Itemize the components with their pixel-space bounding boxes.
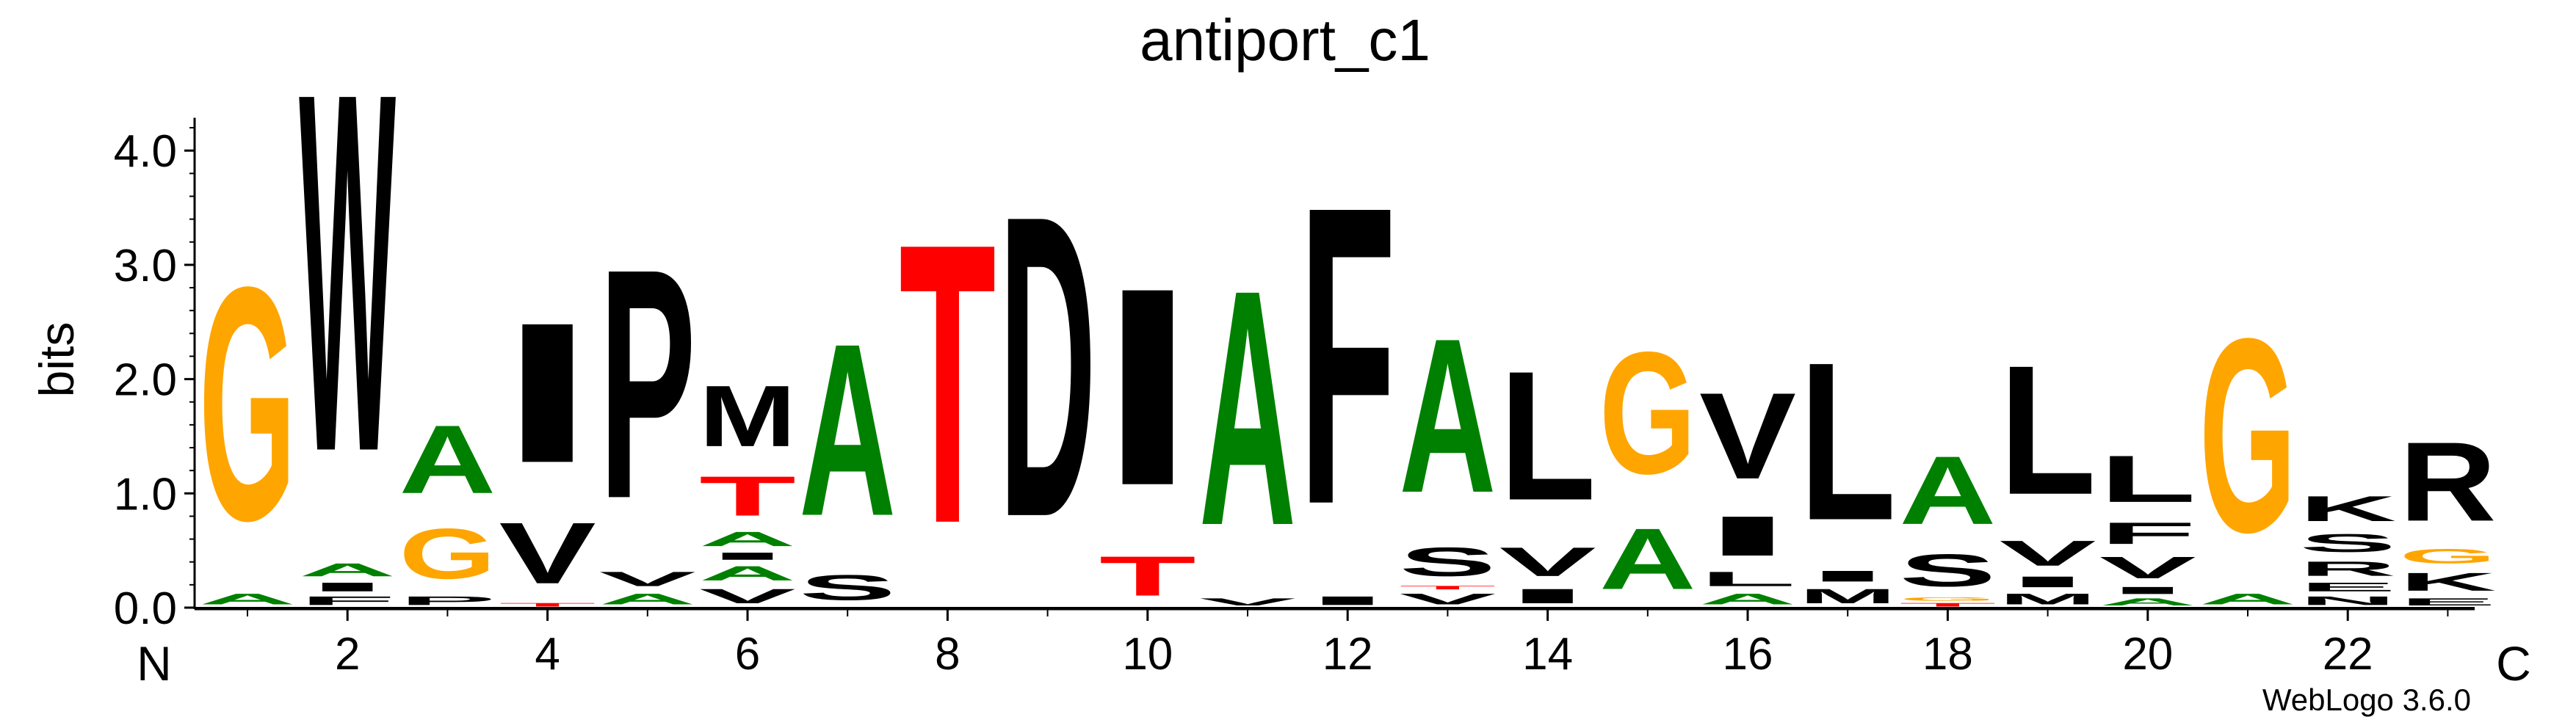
y-tick-label: 0.0: [114, 583, 177, 634]
logo-letter-p-pos-5: P: [599, 201, 696, 567]
logo-letter-d-pos-9: D: [999, 127, 1096, 608]
logo-letter-a-pos-20: A: [2099, 597, 2196, 608]
logo-letter-f-pos-2: F: [299, 594, 396, 608]
logo-letter-g-pos-3: G: [399, 514, 496, 594]
logo-letter-f-pos-12: F: [1299, 117, 1396, 593]
logo-letter-g-pos-21: G: [2199, 280, 2296, 590]
logo-letter-l-pos-19: L: [2000, 327, 2096, 533]
logo-letter-t-pos-13: T: [1399, 585, 1496, 591]
logo-letter-a-pos-11: A: [1199, 219, 1296, 595]
x-tick-label: 12: [1323, 629, 1373, 680]
logo-letter-a-pos-6: A: [699, 562, 796, 585]
logo-letter-n-pos-22: N: [2299, 594, 2396, 608]
n-terminus-label: N: [137, 636, 172, 691]
x-tick-label: 6: [735, 629, 760, 680]
x-axis: 2 4 6 8 10 12 14 16 18 20 22: [195, 607, 2475, 680]
logo-letter-k-pos-22: K: [2299, 489, 2396, 528]
x-tick-label: 4: [535, 629, 560, 680]
x-tick-label: 16: [1723, 629, 1773, 680]
x-tick-label: 18: [1922, 629, 1973, 680]
logo-letter-t-pos-18: T: [1899, 602, 1996, 608]
logo-letter-m-pos-19: M: [2000, 591, 2096, 608]
logo-letter-f-pos-20: F: [2099, 516, 2196, 550]
logo-letter-a-pos-16: A: [1699, 590, 1796, 608]
logo-letter-i-pos-12: I: [1299, 594, 1396, 608]
y-axis-label: bits: [29, 322, 84, 398]
logo-letter-a-pos-2: A: [299, 559, 396, 580]
logo-letter-t-pos-6: T: [699, 465, 796, 528]
logo-letter-a-pos-7: A: [799, 294, 896, 568]
logo-letter-a-pos-15: A: [1599, 510, 1696, 608]
logo-letter-t-pos-10: T: [1099, 545, 1196, 608]
logo-letter-a-pos-21: A: [2199, 590, 2296, 608]
logo-letter-r-pos-23: R: [2399, 418, 2496, 545]
y-tick-label: 2.0: [114, 355, 177, 406]
logo-letter-i-pos-16: I: [1699, 505, 1796, 568]
logo-letter-v-pos-20: V: [2099, 550, 2196, 585]
x-tick-label: 14: [1522, 629, 1573, 680]
x-tick-label: 8: [935, 629, 960, 680]
y-axis: 0.0 1.0 2.0 3.0 4.0: [114, 117, 196, 634]
logo-letter-p-pos-3: P: [399, 594, 496, 608]
logo-letter-l-pos-14: L: [1499, 332, 1596, 539]
logo-letter-e-pos-23: E: [2399, 596, 2496, 608]
logo-letter-t-pos-8: T: [899, 160, 996, 607]
logo-letter-i-pos-2: I: [299, 580, 396, 594]
logo-letter-s-pos-7: S: [799, 567, 896, 608]
y-tick-label: 3.0: [114, 241, 177, 291]
c-terminus-label: C: [2496, 636, 2531, 691]
logo-letter-l-pos-16: L: [1699, 567, 1796, 590]
logo-letter-v-pos-14: V: [1499, 539, 1596, 585]
logo-letter-m-pos-6: M: [699, 367, 796, 465]
logo-letter-k-pos-23: K: [2399, 567, 2496, 596]
logo-letter-a-pos-5: A: [599, 590, 696, 608]
logo-letter-a-pos-1: A: [199, 590, 296, 608]
chart-title: antiport_c1: [1140, 7, 1430, 73]
x-tick-label: 2: [335, 629, 360, 680]
logo-letter-i-pos-6: I: [699, 550, 796, 562]
logo-letter-l-pos-20: L: [2099, 442, 2196, 516]
logo-letter-t-pos-4: T: [499, 602, 596, 608]
x-tick-label: 22: [2323, 629, 2373, 680]
logo-letter-m-pos-17: M: [1799, 585, 1896, 608]
logo-letter-g-pos-18: G: [1899, 596, 1996, 602]
logo-letter-g-pos-1: G: [199, 217, 296, 589]
logo-letter-v-pos-13: V: [1399, 591, 1496, 608]
logo-letter-i-pos-10: I: [1099, 229, 1196, 544]
logo-letter-a-pos-6: A: [699, 528, 796, 550]
x-tick-label: 10: [1122, 629, 1173, 680]
logo-letter-a-pos-18: A: [1899, 435, 1996, 545]
logo-letter-i-pos-19: I: [2000, 573, 2096, 590]
logo-letter-v-pos-16: V: [1699, 367, 1796, 504]
logo-letter-g-pos-15: G: [1599, 315, 1696, 510]
y-tick-label: 1.0: [114, 469, 177, 520]
logo-letter-i-pos-17: I: [1799, 567, 1896, 584]
logo-letter-g-pos-23: G: [2399, 545, 2496, 567]
logo-letter-a-pos-3: A: [399, 404, 496, 514]
logo-letter-s-pos-13: S: [1399, 539, 1496, 585]
logo-letter-r-pos-22: R: [2299, 557, 2396, 580]
logo-letter-l-pos-17: L: [1799, 316, 1896, 567]
logo-letter-w-pos-2: W: [299, 0, 397, 558]
logo-letter-a-pos-13: A: [1399, 292, 1496, 539]
logo-letter-s-pos-22: S: [2299, 529, 2396, 558]
weblogo-version-label: WebLogo 3.6.0: [2262, 682, 2471, 717]
logo-letter-v-pos-11: V: [1199, 596, 1296, 608]
logo-letter-i-pos-4: I: [499, 282, 596, 505]
logo-letter-v-pos-6: V: [699, 585, 796, 608]
logo-letter-i-pos-20: I: [2099, 585, 2196, 597]
logo-letter-i-pos-14: I: [1499, 585, 1596, 608]
y-tick-label: 4.0: [114, 126, 177, 177]
logo-letter-v-pos-4: V: [499, 504, 596, 602]
logo-letter-v-pos-5: V: [599, 567, 696, 590]
logo-letter-e-pos-22: E: [2299, 580, 2396, 594]
logo-letter-v-pos-19: V: [2000, 534, 2096, 574]
logo-letter-s-pos-18: S: [1899, 545, 1996, 596]
x-tick-label: 20: [2122, 629, 2173, 680]
